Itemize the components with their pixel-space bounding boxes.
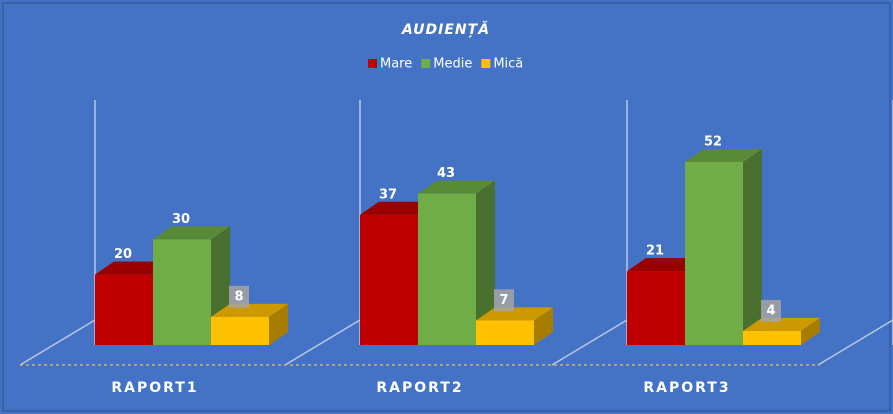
legend-swatch [421, 59, 431, 68]
legend-label: Medie [433, 57, 472, 72]
bar-top [418, 180, 495, 194]
bar-side [269, 303, 288, 345]
bar-side-shade [743, 148, 762, 345]
legend-swatch [481, 59, 491, 68]
bar-top-shade [685, 148, 762, 162]
bar-top-shade [360, 201, 437, 215]
bar-top [153, 226, 230, 240]
bar-top-shade [418, 180, 495, 194]
bar-top [95, 261, 172, 275]
x-tick-label: RAPORT1 [111, 380, 198, 396]
bar-top [627, 258, 704, 272]
legend-label: Mare [380, 57, 412, 72]
value-label-box [229, 285, 249, 308]
floor-edge [551, 319, 628, 366]
bar-top [360, 201, 437, 215]
legend-swatch [368, 59, 377, 68]
floor-edge [284, 319, 361, 366]
x-tick-label: RAPORT2 [376, 380, 463, 396]
bar-top-shade [95, 261, 172, 275]
bar [476, 320, 534, 345]
bar-top-shade [627, 258, 704, 272]
bar-side-shade [801, 317, 820, 345]
bar-side [476, 180, 495, 345]
bar [685, 161, 743, 345]
value-label: 7 [499, 293, 508, 308]
bar [211, 316, 269, 345]
value-label: 4 [766, 303, 775, 318]
value-label: 37 [379, 187, 397, 202]
value-label: 43 [437, 166, 455, 181]
bar [743, 330, 801, 345]
bar [360, 214, 418, 345]
value-label: 8 [234, 289, 243, 304]
bar [95, 274, 153, 345]
value-label: 20 [114, 247, 132, 262]
bar-side [534, 307, 553, 345]
bar-top [685, 148, 762, 162]
bar-side-shade [476, 180, 495, 345]
bar-side [743, 148, 762, 345]
bar-side [801, 317, 820, 345]
x-tick-label: RAPORT3 [643, 380, 730, 396]
value-label: 21 [646, 244, 664, 259]
bar [418, 193, 476, 345]
value-label-box [494, 289, 514, 312]
legend-label: Mică [493, 57, 523, 72]
bar [153, 239, 211, 345]
bar-side-shade [269, 303, 288, 345]
bar [627, 271, 685, 345]
bar-side-shade [534, 307, 553, 345]
value-label: 30 [172, 212, 190, 227]
bar-top-shade [153, 226, 230, 240]
floor-edge [817, 319, 893, 366]
chart-title: AUDIENȚĂ [401, 20, 490, 38]
value-label-box [761, 299, 781, 322]
value-label: 52 [704, 134, 722, 149]
floor-edge [19, 319, 96, 366]
